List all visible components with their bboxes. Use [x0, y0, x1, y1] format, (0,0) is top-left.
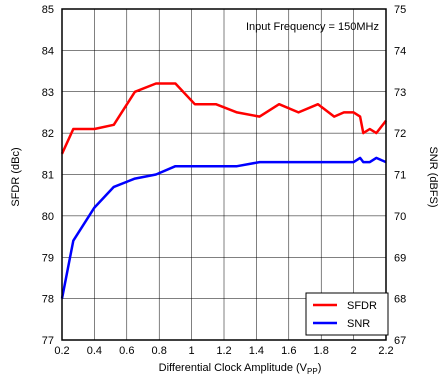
- y-right-axis-label: SNR (dBFS): [427, 146, 439, 207]
- y-left-tick-label: 78: [42, 294, 54, 306]
- y-left-tick-label: 82: [42, 128, 54, 140]
- grid: [61, 8, 387, 341]
- series-layer: [60, 82, 387, 299]
- x-tick-labels: 0.2 0.4 0.6 0.8 1 1.2 1.4 1.6 1.8 2 2.2: [54, 345, 393, 357]
- y-left-tick-label: 83: [42, 87, 54, 99]
- x-tick-label: 0.8: [152, 345, 167, 357]
- x-tick-label: 1.6: [281, 345, 296, 357]
- y-left-tick-labels: 77 78 79 80 81 82 83 84 85: [42, 4, 54, 347]
- x-tick-label: 2.2: [378, 345, 393, 357]
- legend-label-sfdr: SFDR: [347, 300, 377, 312]
- annotation-text: Input Frequency = 150MHz: [246, 21, 379, 33]
- series-line-snr: [60, 156, 387, 299]
- y-right-tick-labels: 67 68 69 70 71 72 73 74 75: [394, 4, 406, 347]
- y-right-tick-label: 67: [394, 335, 406, 347]
- y-right-tick-label: 70: [394, 211, 406, 223]
- series-line-sfdr: [60, 82, 387, 155]
- y-left-tick-label: 84: [42, 45, 54, 57]
- y-left-tick-label: 80: [42, 211, 54, 223]
- x-tick-label: 0.2: [54, 345, 69, 357]
- x-tick-label: 2: [351, 345, 357, 357]
- x-tick-label: 1.8: [314, 345, 329, 357]
- x-tick-label: 1.2: [216, 345, 231, 357]
- y-right-tick-label: 74: [394, 45, 406, 57]
- y-left-tick-label: 85: [42, 4, 54, 16]
- x-tick-label: 1.4: [249, 345, 264, 357]
- y-right-tick-label: 72: [394, 128, 406, 140]
- y-right-tick-label: 73: [394, 87, 406, 99]
- y-right-tick-label: 71: [394, 170, 406, 182]
- y-left-tick-label: 81: [42, 170, 54, 182]
- y-right-tick-label: 75: [394, 4, 406, 16]
- y-left-axis-label: SFDR (dBc): [10, 147, 22, 206]
- y-right-tick-label: 69: [394, 252, 406, 264]
- legend-box: [305, 292, 389, 336]
- y-right-tick-label: 68: [394, 294, 406, 306]
- legend-label-snr: SNR: [347, 318, 370, 330]
- x-tick-label: 0.4: [87, 345, 102, 357]
- x-axis-label: Differential Clock Amplitude (VPP): [159, 362, 322, 376]
- y-left-tick-label: 79: [42, 252, 54, 264]
- legend: SFDR SNR: [305, 292, 389, 336]
- x-tick-label: 1: [189, 345, 195, 357]
- x-tick-label: 0.6: [119, 345, 134, 357]
- plot-frame: [61, 8, 387, 341]
- y-left-tick-label: 77: [42, 335, 54, 347]
